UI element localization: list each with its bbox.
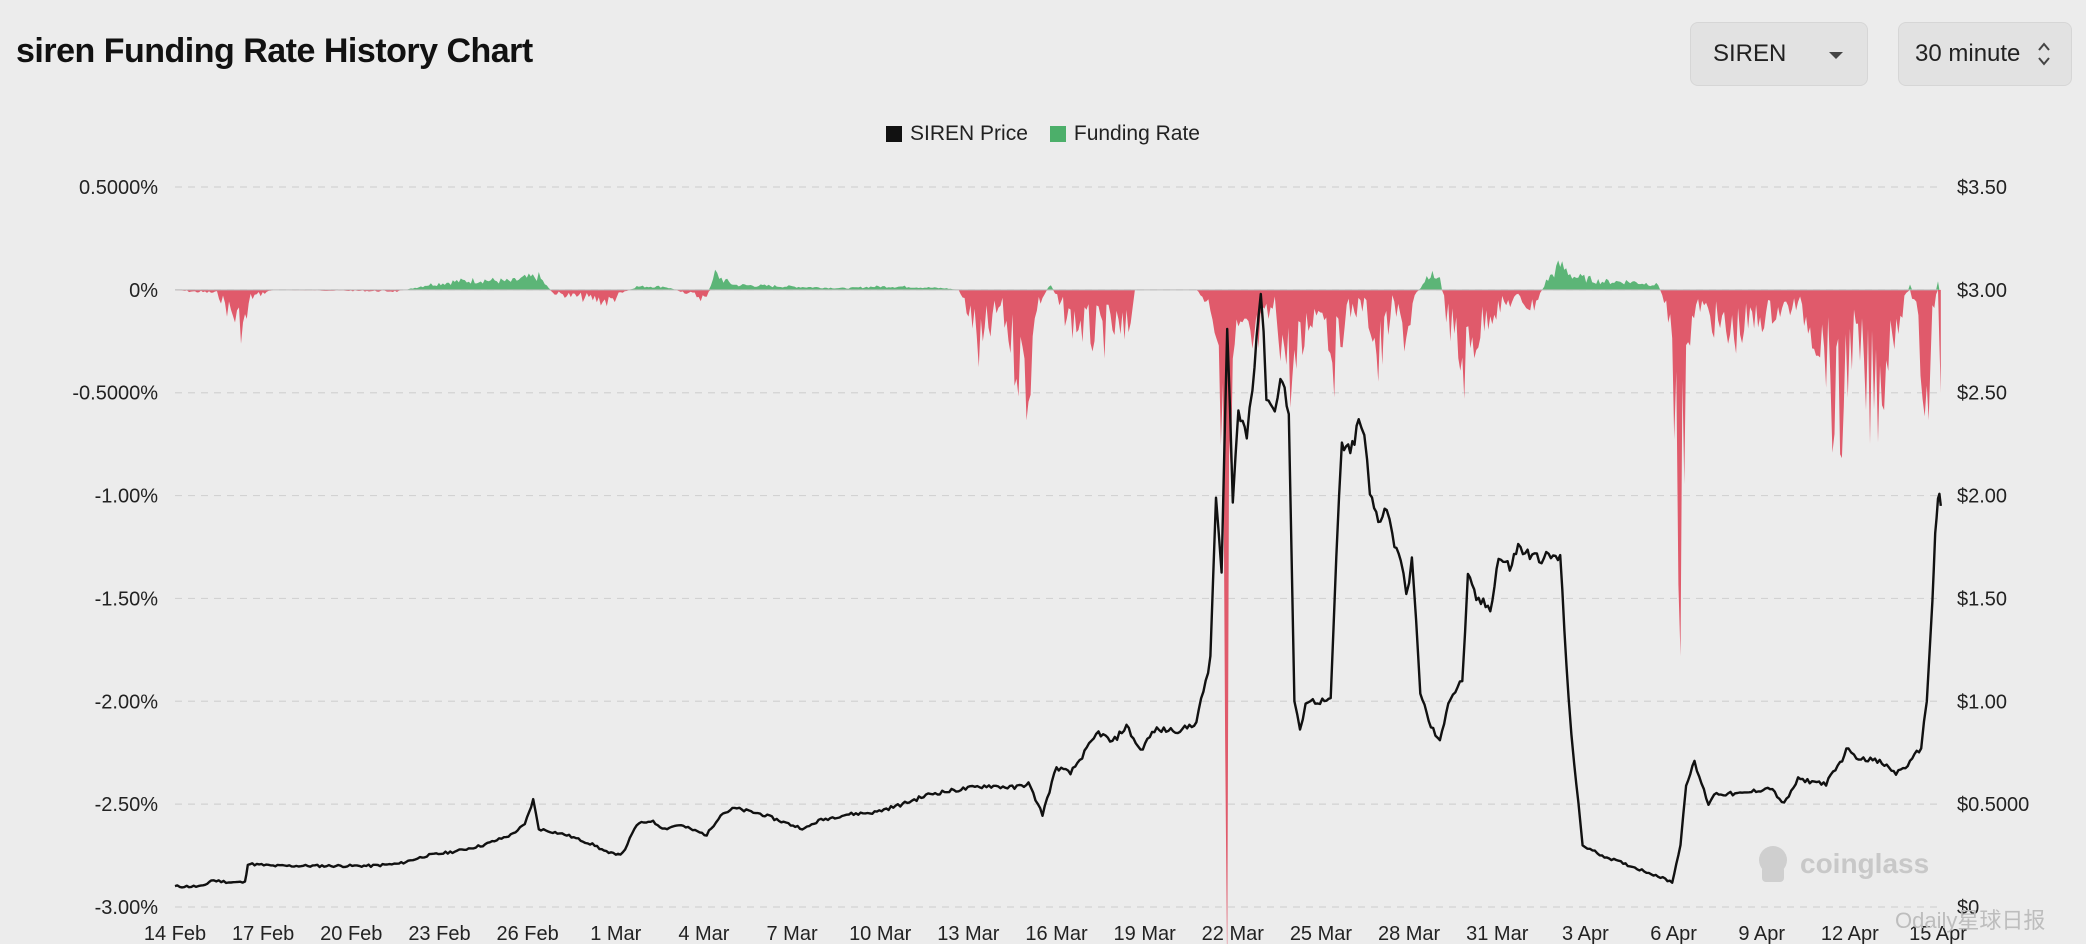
x-tick-label: 14 Feb (144, 923, 206, 944)
left-axis-ticks: 0.5000% 0% -0.5000% -1.00% -1.50% -2.00% -2.50… (72, 177, 158, 919)
asset-select-value: SIREN (1713, 40, 1787, 67)
legend-swatch-funding (1049, 126, 1066, 142)
left-tick-label: -3.00% (95, 897, 159, 919)
x-tick-label: 10 Mar (849, 923, 912, 944)
x-tick-label: 28 Mar (1378, 923, 1441, 944)
legend-swatch-price (886, 126, 903, 142)
x-tick-label: 31 Mar (1466, 923, 1529, 944)
x-tick-label: 15 Apr (1909, 923, 1967, 944)
funding-rate-series (175, 260, 1941, 944)
right-tick-label: $0.5000 (1957, 794, 2029, 816)
legend-item-funding[interactable]: Funding Rate (1049, 122, 1200, 146)
right-axis-ticks: $3.50 $3.00 $2.50 $2.00 $1.50 $1.00 $0.5000 $0 (1957, 177, 2029, 919)
coinglass-watermark: coinglass (1800, 848, 1929, 879)
asset-select[interactable]: SIREN (1690, 22, 1868, 86)
legend-label-price: SIREN Price (910, 122, 1028, 145)
left-tick-label: -2.00% (95, 691, 159, 713)
funding-negative-area (175, 289, 1941, 944)
right-tick-label: $2.00 (1957, 486, 2007, 508)
x-tick-label: 16 Mar (1025, 923, 1088, 944)
left-tick-label: -1.00% (95, 486, 159, 508)
watermarks: coinglass Odaily星球日报 (1759, 846, 2045, 933)
chart-title: siren Funding Rate History Chart (16, 32, 533, 70)
x-axis-ticks: 14 Feb 17 Feb 20 Feb 23 Feb 26 Feb 1 Mar 4 Mar… (144, 923, 1967, 944)
x-tick-label: 22 Mar (1202, 923, 1265, 944)
price-line (174, 292, 1942, 889)
x-tick-label: 9 Apr (1738, 923, 1785, 944)
funding-positive-area (175, 260, 1941, 290)
x-tick-label: 26 Feb (496, 923, 558, 944)
x-tick-label: 17 Feb (232, 923, 294, 944)
right-tick-label: $3.00 (1957, 280, 2007, 302)
interval-select-value: 30 minute (1915, 40, 2021, 67)
sort-updown-icon (2038, 42, 2050, 66)
legend-label-funding: Funding Rate (1073, 122, 1200, 145)
x-tick-label: 6 Apr (1650, 923, 1697, 944)
odaily-watermark: Odaily星球日报 (1895, 908, 2045, 933)
x-tick-label: 3 Apr (1562, 923, 1609, 944)
chart-legend: SIREN Price Funding Rate (0, 122, 2086, 146)
left-tick-label: 0.5000% (79, 177, 158, 199)
x-tick-label: 25 Mar (1290, 923, 1353, 944)
interval-select[interactable]: 30 minute (1898, 22, 2072, 86)
x-tick-label: 7 Mar (766, 923, 817, 944)
right-tick-label: $0 (1957, 897, 1979, 919)
right-tick-label: $1.00 (1957, 691, 2007, 713)
right-tick-label: $1.50 (1957, 588, 2007, 610)
right-tick-label: $2.50 (1957, 383, 2007, 405)
x-tick-label: 19 Mar (1114, 923, 1177, 944)
x-tick-label: 1 Mar (590, 923, 641, 944)
legend-item-price[interactable]: SIREN Price (886, 122, 1028, 146)
x-tick-label: 13 Mar (937, 923, 1000, 944)
left-tick-label: -0.5000% (72, 383, 158, 405)
x-tick-label: 20 Feb (320, 923, 382, 944)
price-series (174, 292, 1942, 889)
left-tick-label: -1.50% (95, 588, 159, 610)
x-tick-label: 4 Mar (678, 923, 729, 944)
x-tick-label: 23 Feb (408, 923, 470, 944)
left-tick-label: -2.50% (95, 794, 159, 816)
left-tick-label: 0% (129, 280, 158, 302)
coinglass-logo-icon (1759, 846, 1787, 882)
right-tick-label: $3.50 (1957, 177, 2007, 199)
x-tick-label: 12 Apr (1821, 923, 1879, 944)
chevron-down-icon (1829, 52, 1843, 59)
